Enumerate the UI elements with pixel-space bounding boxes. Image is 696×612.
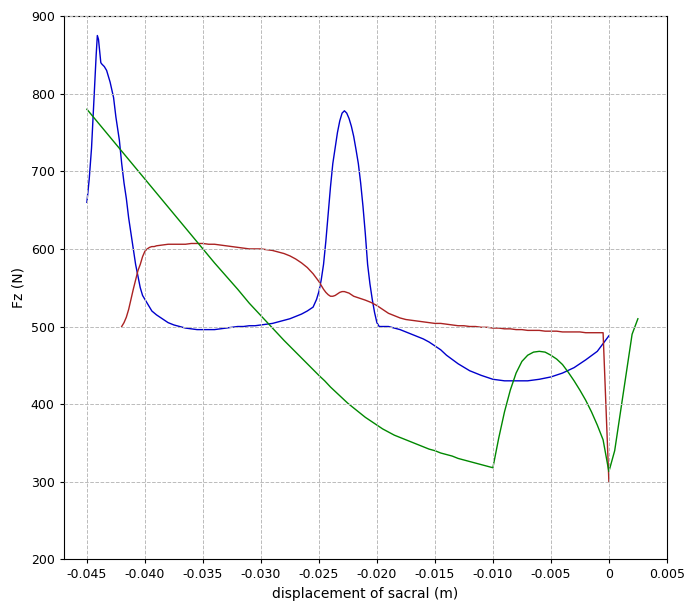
- X-axis label: displacement of sacral (m): displacement of sacral (m): [272, 587, 459, 601]
- Y-axis label: Fz (N): Fz (N): [11, 267, 25, 308]
